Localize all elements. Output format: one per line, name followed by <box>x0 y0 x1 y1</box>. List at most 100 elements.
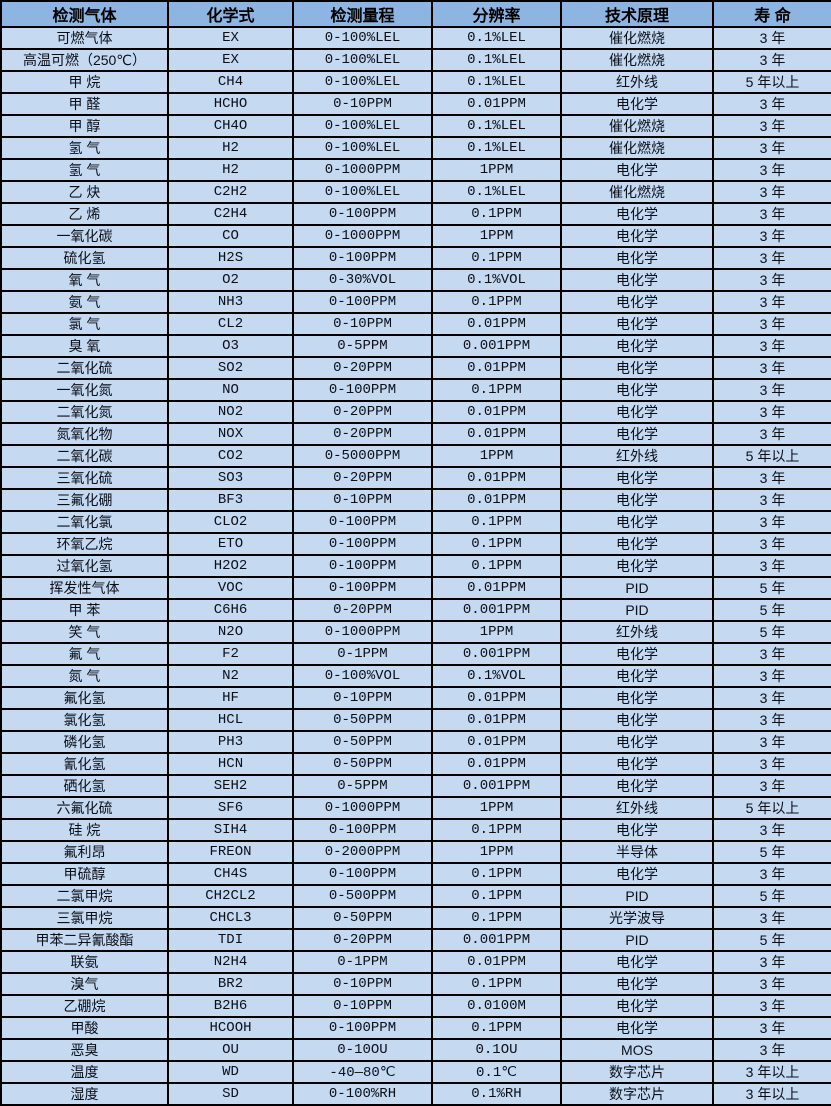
cell: F2 <box>167 642 294 666</box>
cell: PH3 <box>167 730 294 754</box>
cell: 0.1%LEL <box>431 114 562 138</box>
cell: 0-1PPM <box>292 950 433 974</box>
cell: 0.1PPM <box>431 972 562 996</box>
cell: 0-5PPM <box>292 334 433 358</box>
cell: 5 年以上 <box>712 796 831 820</box>
cell: HCL <box>167 708 294 732</box>
cell: 3 年以上 <box>712 1060 831 1084</box>
cell: H2S <box>167 246 294 270</box>
cell: 3 年 <box>712 48 831 72</box>
table-row: 二氧化氯 CLO2 0-100PPM 0.1PPM 电化学 3 年 <box>0 510 831 534</box>
cell: 电化学 <box>560 950 714 974</box>
cell: FREON <box>167 840 294 864</box>
cell: NO <box>167 378 294 402</box>
table-row: 过氧化氢 H2O2 0-100PPM 0.1PPM 电化学 3 年 <box>0 554 831 578</box>
cell: 0-50PPM <box>292 752 433 776</box>
cell: B2H6 <box>167 994 294 1018</box>
cell: 电化学 <box>560 268 714 292</box>
cell: 0.1PPM <box>431 290 562 314</box>
cell: 氟 气 <box>0 642 169 666</box>
cell: 0-2000PPM <box>292 840 433 864</box>
cell: 甲 苯 <box>0 598 169 622</box>
cell: 1PPM <box>431 840 562 864</box>
cell: 5 年 <box>712 620 831 644</box>
cell: 5 年 <box>712 840 831 864</box>
cell: 0-20PPM <box>292 928 433 952</box>
cell: 0.01PPM <box>431 686 562 710</box>
cell: 0.001PPM <box>431 598 562 622</box>
cell: 0-100%LEL <box>292 114 433 138</box>
cell: 红外线 <box>560 796 714 820</box>
cell: 电化学 <box>560 312 714 336</box>
cell: 0.1℃ <box>431 1060 562 1084</box>
cell: 1PPM <box>431 620 562 644</box>
cell: 3 年 <box>712 136 831 160</box>
cell: 1PPM <box>431 158 562 182</box>
cell: 0.01PPM <box>431 400 562 424</box>
table-row: 甲 醛 HCHO 0-10PPM 0.01PPM 电化学 3 年 <box>0 92 831 116</box>
cell: CH4O <box>167 114 294 138</box>
table-row: 笑 气 N2O 0-1000PPM 1PPM 红外线 5 年 <box>0 620 831 644</box>
cell: 数字芯片 <box>560 1082 714 1106</box>
cell: 3 年 <box>712 752 831 776</box>
cell: EX <box>167 26 294 50</box>
cell: 0.1PPM <box>431 862 562 886</box>
cell: 二氧化氯 <box>0 510 169 534</box>
cell: 0-100%LEL <box>292 48 433 72</box>
table-row: 二氧化碳 CO2 0-5000PPM 1PPM 红外线 5 年以上 <box>0 444 831 468</box>
cell: 0-1000PPM <box>292 620 433 644</box>
table-row: 三氧化硫 SO3 0-20PPM 0.01PPM 电化学 3 年 <box>0 466 831 490</box>
cell: SF6 <box>167 796 294 820</box>
cell: 3 年 <box>712 1016 831 1040</box>
cell: 电化学 <box>560 774 714 798</box>
cell: 5 年 <box>712 598 831 622</box>
cell: 半导体 <box>560 840 714 864</box>
cell: 过氧化氢 <box>0 554 169 578</box>
cell: 0.01PPM <box>431 488 562 512</box>
cell: 3 年 <box>712 510 831 534</box>
cell: C6H6 <box>167 598 294 622</box>
cell: 0.1%LEL <box>431 136 562 160</box>
table-row: 甲酸 HCOOH 0-100PPM 0.1PPM 电化学 3 年 <box>0 1016 831 1040</box>
cell: 0.1PPM <box>431 884 562 908</box>
cell: 电化学 <box>560 708 714 732</box>
cell: 0.0100M <box>431 994 562 1018</box>
table-row: 磷化氢 PH3 0-50PPM 0.01PPM 电化学 3 年 <box>0 730 831 754</box>
cell: 0-100PPM <box>292 1016 433 1040</box>
cell: 0.1OU <box>431 1038 562 1062</box>
cell: 0-10PPM <box>292 92 433 116</box>
cell: SD <box>167 1082 294 1106</box>
cell: 0.001PPM <box>431 774 562 798</box>
cell: SIH4 <box>167 818 294 842</box>
cell: 0-100PPM <box>292 554 433 578</box>
cell: 温度 <box>0 1060 169 1084</box>
cell: 一氧化碳 <box>0 224 169 248</box>
cell: 0-20PPM <box>292 356 433 380</box>
cell: 5 年以上 <box>712 444 831 468</box>
cell: 甲 烷 <box>0 70 169 94</box>
cell: 0.1PPM <box>431 510 562 534</box>
table-row: 环氧乙烷 ETO 0-100PPM 0.1PPM 电化学 3 年 <box>0 532 831 556</box>
cell: 红外线 <box>560 70 714 94</box>
cell: 5 年 <box>712 928 831 952</box>
cell: 电化学 <box>560 202 714 226</box>
table-row: 乙 炔 C2H2 0-100%LEL 0.1%LEL 催化燃烧 3 年 <box>0 180 831 204</box>
cell: 3 年 <box>712 686 831 710</box>
cell: 电化学 <box>560 994 714 1018</box>
cell: 催化燃烧 <box>560 48 714 72</box>
cell: 0.01PPM <box>431 422 562 446</box>
cell: CLO2 <box>167 510 294 534</box>
cell: 3 年 <box>712 378 831 402</box>
cell: 氰化氢 <box>0 752 169 776</box>
cell: 3 年 <box>712 1038 831 1062</box>
cell: 3 年 <box>712 422 831 446</box>
table-row: 挥发性气体 VOC 0-100PPM 0.01PPM PID 5 年 <box>0 576 831 600</box>
cell: 0.1PPM <box>431 818 562 842</box>
table-row: 氮 气 N2 0-100%VOL 0.1%VOL 电化学 3 年 <box>0 664 831 688</box>
table-row: 一氧化碳 CO 0-1000PPM 1PPM 电化学 3 年 <box>0 224 831 248</box>
header-row: 检测气体 化学式 检测量程 分辨率 技术原理寿 命 <box>0 0 831 28</box>
cell: 0.001PPM <box>431 334 562 358</box>
cell: 硫化氢 <box>0 246 169 270</box>
cell: 0.01PPM <box>431 950 562 974</box>
table-row: 氟 气 F2 0-1PPM 0.001PPM 电化学 3 年 <box>0 642 831 666</box>
